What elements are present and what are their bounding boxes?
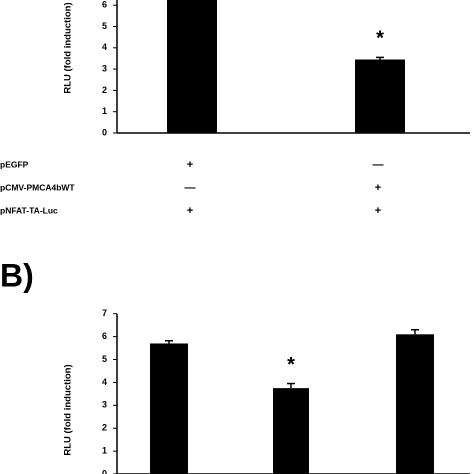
y-tick-label: 4: [102, 377, 107, 387]
condition-mark: +: [187, 205, 193, 217]
y-tick-label: 3: [102, 400, 107, 410]
bar: [167, 0, 217, 134]
condition-mark: +: [375, 182, 381, 194]
bar: [355, 59, 405, 133]
condition-mark: —: [373, 159, 384, 171]
condition-mark: +: [187, 159, 193, 171]
panel-label: B): [0, 257, 34, 293]
condition-label: pEGFP: [0, 159, 29, 169]
y-tick-label: 6: [102, 0, 107, 10]
y-tick-label: 3: [102, 63, 107, 73]
y-tick-label: 5: [102, 21, 107, 31]
y-tick-label: 6: [102, 331, 107, 341]
y-tick-label: 1: [102, 106, 107, 116]
y-tick-label: 2: [102, 423, 107, 433]
y-tick-label: 1: [102, 445, 107, 455]
bar: [273, 388, 309, 474]
y-axis-label: RLU (fold induction): [63, 2, 74, 93]
y-tick-label: 4: [102, 42, 107, 52]
condition-mark: +: [375, 205, 381, 217]
condition-label: pCMV-PMCA4bWT: [0, 182, 75, 192]
y-tick-label: 0: [102, 468, 107, 474]
y-tick-label: 7: [102, 308, 107, 318]
y-tick-label: 2: [102, 85, 107, 95]
bar: [150, 343, 188, 474]
bar: [396, 334, 434, 474]
significance-mark: *: [287, 354, 295, 376]
condition-mark: —: [185, 182, 196, 194]
y-axis-label: RLU (fold induction): [63, 364, 74, 455]
y-tick-label: 5: [102, 354, 107, 364]
condition-label: pNFAT-TA-Luc: [0, 205, 58, 215]
y-tick-label: 0: [102, 127, 107, 137]
significance-mark: *: [376, 28, 384, 50]
